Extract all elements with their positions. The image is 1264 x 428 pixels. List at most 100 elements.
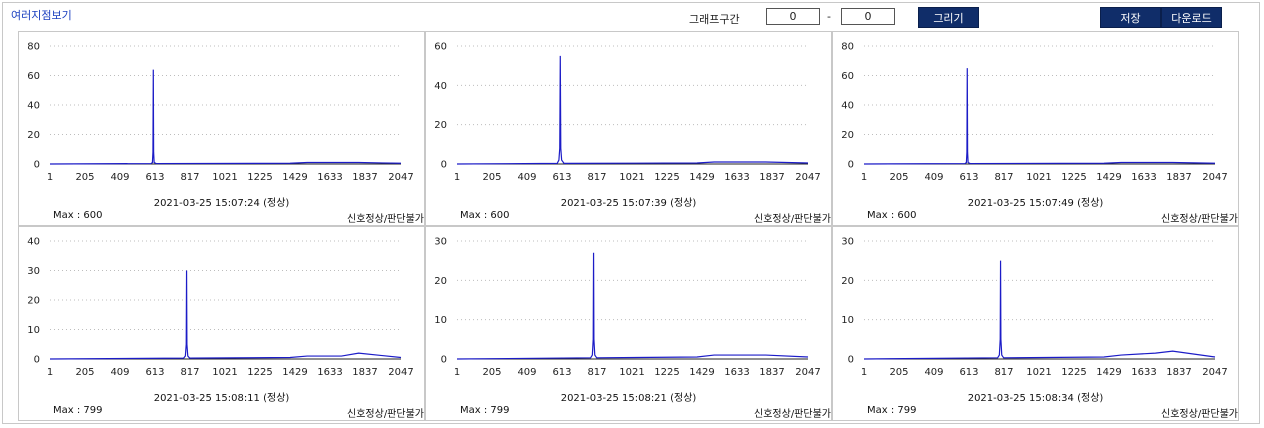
y-tick-label: 0	[34, 160, 40, 171]
panel-status: 신호정상/판단불가	[754, 409, 831, 420]
x-tick-label: 1021	[619, 172, 644, 183]
spectrum-chart: 0 10 20 30 1 205 409 613 817 1021 1225 1429 1633 1837…	[841, 237, 1227, 379]
x-tick-label: 613	[552, 367, 571, 378]
x-tick-label: 1633	[724, 367, 749, 378]
range-end-input[interactable]	[841, 8, 895, 25]
y-tick-label: 0	[848, 355, 854, 366]
spectrum-chart: 0 10 20 30 40 1 205 409 613 817 1021 1225 1429 1633 18…	[27, 237, 413, 379]
spectrum-chart: 0 20 40 60 80 1 205 409 613 817 1021 1225 1429 1633 18…	[841, 42, 1227, 184]
y-tick-label: 30	[434, 237, 447, 248]
x-tick-label: 1837	[352, 367, 377, 378]
x-tick-label: 1225	[1061, 367, 1086, 378]
x-tick-label: 1633	[317, 367, 342, 378]
x-tick-label: 1021	[1026, 172, 1051, 183]
x-tick-label: 613	[145, 367, 164, 378]
x-tick-label: 1429	[689, 172, 714, 183]
panel-status: 신호정상/판단불가	[1161, 214, 1238, 225]
x-tick-label: 409	[110, 367, 129, 378]
x-tick-label: 1	[861, 367, 867, 378]
panel-max: Max : 600	[867, 210, 917, 221]
spectrum-chart: 0 20 40 60 80 1 205 409 613 817 1021 1225 1429 1633 18…	[27, 42, 413, 184]
x-tick-label: 613	[552, 172, 571, 183]
x-tick-label: 205	[75, 172, 94, 183]
series-line	[456, 252, 809, 360]
series-line	[863, 68, 1216, 165]
x-tick-label: 2047	[1202, 367, 1227, 378]
x-tick-label: 2047	[795, 367, 820, 378]
y-tick-label: 80	[841, 42, 854, 53]
panel-timestamp: 2021-03-25 15:07:39 (정상)	[560, 198, 697, 209]
x-tick-label: 1	[47, 367, 53, 378]
spectrum-chart: 0 10 20 30 1 205 409 613 817 1021 1225 1429 1633 1837…	[434, 237, 820, 379]
save-button[interactable]: 저장	[1100, 7, 1161, 28]
x-tick-label: 817	[994, 367, 1013, 378]
range-separator: -	[827, 10, 831, 23]
x-tick-label: 2047	[388, 367, 413, 378]
y-tick-label: 10	[27, 325, 40, 336]
y-tick-label: 60	[27, 71, 40, 82]
x-tick-label: 1	[454, 367, 460, 378]
y-tick-label: 20	[841, 276, 854, 287]
spectrum-chart: 0 20 40 60 1 205 409 613 817 1021 1225 1429 1633 1837…	[434, 42, 820, 184]
y-tick-label: 10	[434, 315, 447, 326]
y-tick-label: 0	[441, 355, 447, 366]
x-tick-label: 2047	[1202, 172, 1227, 183]
y-tick-label: 20	[841, 130, 854, 141]
x-tick-label: 205	[889, 367, 908, 378]
range-start-input[interactable]	[766, 8, 820, 25]
y-tick-label: 20	[27, 296, 40, 307]
x-tick-label: 205	[482, 367, 501, 378]
y-tick-label: 30	[27, 266, 40, 277]
x-tick-label: 205	[482, 172, 501, 183]
y-tick-label: 40	[434, 81, 447, 92]
x-tick-label: 613	[145, 172, 164, 183]
x-tick-label: 817	[180, 367, 199, 378]
panel-status: 신호정상/판단불가	[347, 409, 424, 420]
x-tick-label: 817	[994, 172, 1013, 183]
panel-max: Max : 799	[867, 405, 917, 416]
x-tick-label: 1429	[689, 367, 714, 378]
x-tick-label: 205	[889, 172, 908, 183]
y-tick-label: 60	[434, 42, 447, 53]
x-tick-label: 1	[861, 172, 867, 183]
panel-status: 신호정상/판단불가	[347, 214, 424, 225]
panel-timestamp: 2021-03-25 15:08:11 (정상)	[153, 393, 290, 404]
x-tick-label: 817	[180, 172, 199, 183]
page-title: 여러지점보기	[11, 9, 72, 22]
x-tick-label: 2047	[388, 172, 413, 183]
x-tick-label: 1429	[1096, 172, 1121, 183]
y-tick-label: 10	[841, 315, 854, 326]
x-tick-label: 1633	[317, 172, 342, 183]
y-tick-label: 20	[27, 130, 40, 141]
y-tick-label: 0	[34, 355, 40, 366]
x-tick-label: 1837	[352, 172, 377, 183]
download-button[interactable]: 다운로드	[1161, 7, 1222, 28]
x-tick-label: 817	[587, 367, 606, 378]
panel-max: Max : 600	[460, 210, 510, 221]
x-tick-label: 817	[587, 172, 606, 183]
x-tick-label: 1021	[212, 367, 237, 378]
y-tick-label: 30	[841, 237, 854, 248]
y-tick-label: 80	[27, 42, 40, 53]
series-line	[49, 69, 402, 165]
x-tick-label: 409	[517, 367, 536, 378]
x-tick-label: 1225	[247, 172, 272, 183]
x-tick-label: 1225	[1061, 172, 1086, 183]
range-label: 그래프구간	[689, 13, 740, 26]
panel-status: 신호정상/판단불가	[1161, 409, 1238, 420]
draw-button[interactable]: 그리기	[918, 7, 979, 28]
y-tick-label: 40	[27, 237, 40, 248]
x-tick-label: 409	[924, 172, 943, 183]
x-tick-label: 1225	[654, 172, 679, 183]
y-tick-label: 20	[434, 120, 447, 131]
x-tick-label: 1225	[247, 367, 272, 378]
panel-max: Max : 799	[53, 405, 103, 416]
chart-panel: 0 10 20 30 1 205 409 613 817 1021 1225 1429 1633 1837…	[425, 226, 832, 421]
x-tick-label: 1837	[759, 367, 784, 378]
x-tick-label: 409	[517, 172, 536, 183]
series-line	[456, 55, 809, 165]
x-tick-label: 1429	[282, 172, 307, 183]
panel-timestamp: 2021-03-25 15:07:24 (정상)	[153, 198, 290, 209]
chart-panel: 0 10 20 30 1 205 409 613 817 1021 1225 1429 1633 1837…	[832, 226, 1239, 421]
chart-panel: 0 10 20 30 40 1 205 409 613 817 1021 1225 1429 1633 18…	[18, 226, 425, 421]
